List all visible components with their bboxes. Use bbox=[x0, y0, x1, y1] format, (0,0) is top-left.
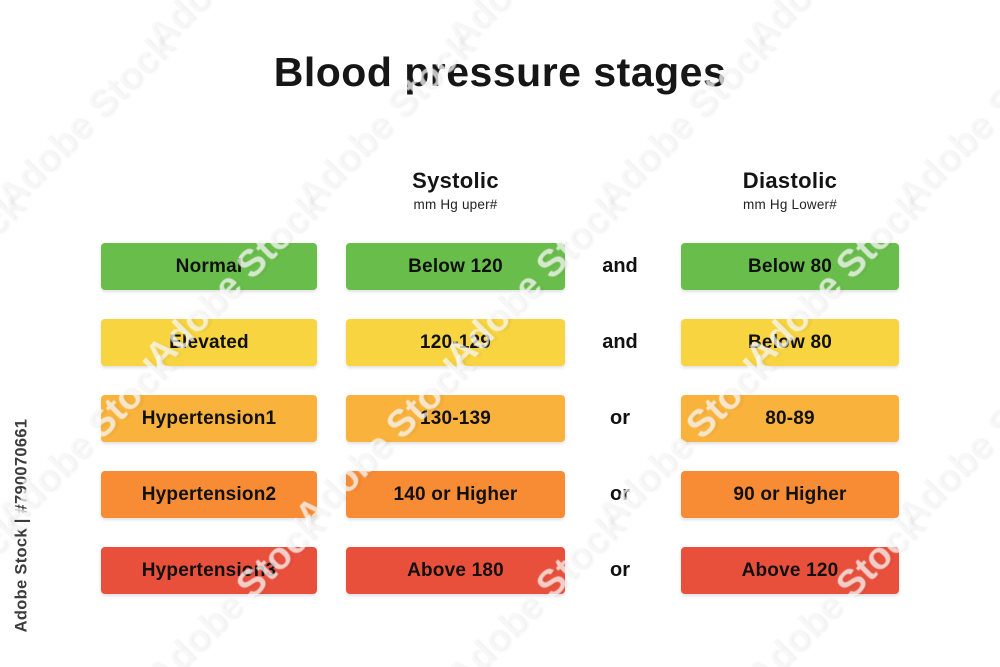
diastolic-value-cell: 80-89 bbox=[681, 395, 899, 442]
connector-word: or bbox=[610, 483, 630, 505]
diastolic-value-cell: 90 or Higher bbox=[681, 471, 899, 518]
diastolic-value-cell: Below 80 bbox=[681, 319, 899, 366]
page-title: Blood pressure stages bbox=[273, 49, 727, 95]
connector-word: or bbox=[610, 407, 630, 429]
stage-label-cell: Hypertension2 bbox=[101, 471, 317, 518]
stage-label-cell: Normal bbox=[101, 243, 317, 290]
stage-label-cell: Hypertension3 bbox=[101, 547, 317, 594]
stage-label-cell: Hypertension1 bbox=[101, 395, 317, 442]
connector-word: or bbox=[610, 559, 630, 581]
diastolic-header-subtitle: mm Hg Lower# bbox=[743, 197, 837, 212]
table-row-normal: Normal Below 120 and Below 80 bbox=[0, 243, 1000, 290]
systolic-header-subtitle: mm Hg uper# bbox=[413, 197, 498, 212]
systolic-column-header: Systolic mm Hg uper# bbox=[346, 168, 565, 212]
bp-stage-table: Normal Below 120 and Below 80 Elevated 1… bbox=[0, 243, 1000, 623]
systolic-value-cell: 120-129 bbox=[346, 319, 565, 366]
diastolic-value-cell: Below 80 bbox=[681, 243, 899, 290]
systolic-value-cell: Above 180 bbox=[346, 547, 565, 594]
table-row-elevated: Elevated 120-129 and Below 80 bbox=[0, 319, 1000, 366]
stock-id-watermark: Adobe Stock | #790070661 bbox=[12, 418, 31, 633]
diastolic-value-cell: Above 120 bbox=[681, 547, 899, 594]
diastolic-header-title: Diastolic bbox=[742, 168, 838, 193]
connector-word: and bbox=[602, 255, 638, 277]
stage-label-cell: Elevated bbox=[101, 319, 317, 366]
systolic-value-cell: Below 120 bbox=[346, 243, 565, 290]
systolic-value-cell: 140 or Higher bbox=[346, 471, 565, 518]
table-row-hypertension2: Hypertension2 140 or Higher or 90 or Hig… bbox=[0, 471, 1000, 518]
table-row-hypertension1: Hypertension1 130-139 or 80-89 bbox=[0, 395, 1000, 442]
connector-word: and bbox=[602, 331, 638, 353]
table-row-hypertension3: Hypertension3 Above 180 or Above 120 bbox=[0, 547, 1000, 594]
systolic-value-cell: 130-139 bbox=[346, 395, 565, 442]
diastolic-column-header: Diastolic mm Hg Lower# bbox=[681, 168, 899, 212]
systolic-header-title: Systolic bbox=[412, 168, 499, 193]
